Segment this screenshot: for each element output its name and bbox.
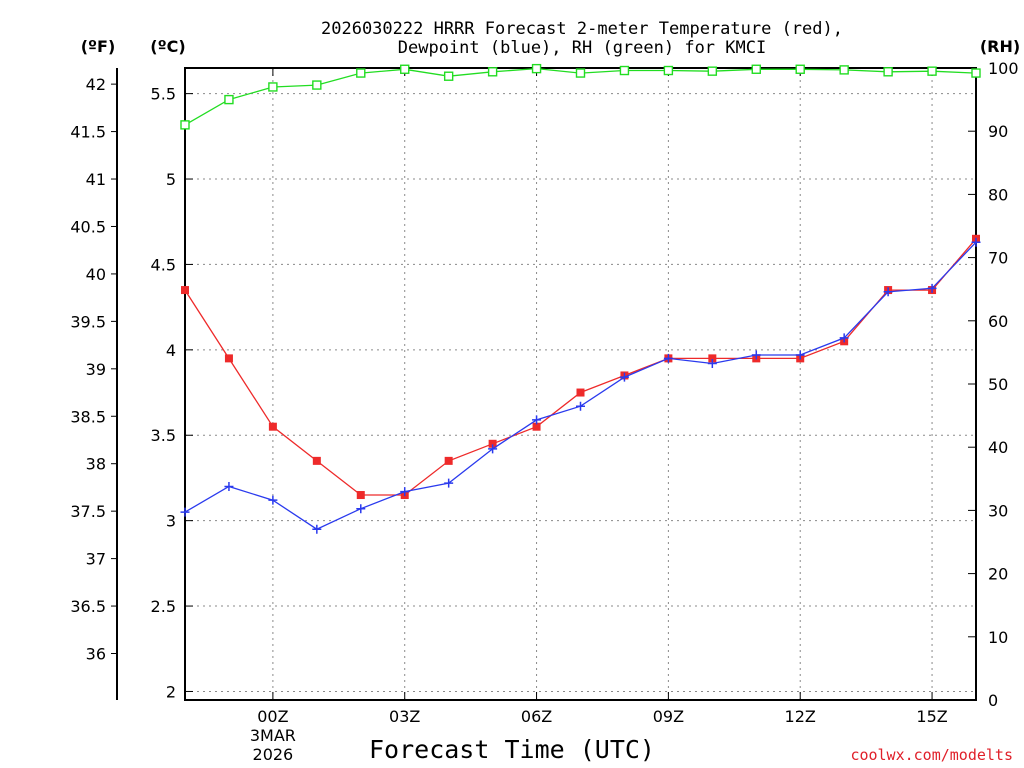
temperature-point xyxy=(488,439,497,448)
dewpoint-point xyxy=(971,237,981,247)
temperature-point xyxy=(444,456,453,465)
fahrenheit-axis-unit: (ºF) xyxy=(81,37,116,56)
x-tick-label: 12Z xyxy=(785,707,816,726)
rh-point xyxy=(663,65,674,76)
celsius-tick-label: 2 xyxy=(166,682,176,701)
temperature-point xyxy=(576,388,585,397)
dewpoint-point xyxy=(576,401,585,411)
fahrenheit-tick-label: 40 xyxy=(86,265,106,284)
dewpoint-point xyxy=(663,353,673,363)
rh-axis-unit: (RH) xyxy=(980,37,1020,56)
fahrenheit-tick-label: 38.5 xyxy=(70,407,106,426)
dewpoint-point xyxy=(312,524,322,534)
rh-tick-label: 10 xyxy=(988,628,1008,647)
dewpoint-point xyxy=(795,350,805,360)
celsius-tick-label: 5 xyxy=(166,170,176,189)
rh-point xyxy=(312,80,322,90)
chart-title-line1: 2026030222 HRRR Forecast 2-meter Tempera… xyxy=(321,19,843,39)
x-tick-label: 15Z xyxy=(916,707,947,726)
rh-point xyxy=(839,65,849,75)
rh-tick-label: 90 xyxy=(988,122,1008,141)
rh-tick-label: 30 xyxy=(988,501,1008,520)
fahrenheit-tick-label: 37.5 xyxy=(70,502,106,521)
fahrenheit-tick-label: 39 xyxy=(86,360,106,379)
rh-tick-label: 70 xyxy=(988,249,1008,268)
rh-point xyxy=(443,71,454,81)
fahrenheit-tick-label: 38 xyxy=(86,455,106,474)
temperature-point xyxy=(708,354,717,363)
rh-tick-label: 0 xyxy=(988,691,998,710)
x-tick-year-label: 2026 xyxy=(253,745,294,764)
dewpoint-point xyxy=(400,487,410,497)
dewpoint-point xyxy=(224,481,234,491)
fahrenheit-tick-label: 41.5 xyxy=(70,123,106,142)
rh-point xyxy=(751,64,761,74)
temperature-point xyxy=(181,286,189,295)
rh-point xyxy=(268,82,278,92)
rh-tick-label: 80 xyxy=(988,185,1008,204)
temperature-point xyxy=(356,491,365,500)
x-tick-label: 00Z xyxy=(257,707,288,726)
dewpoint-point xyxy=(444,478,454,488)
rh-point xyxy=(400,64,410,74)
rh-tick-label: 100 xyxy=(988,59,1019,78)
rh-point xyxy=(619,65,630,76)
x-tick-date-label: 3MAR xyxy=(250,726,296,745)
rh-point xyxy=(575,68,586,78)
fahrenheit-tick-label: 36.5 xyxy=(70,597,106,616)
rh-point xyxy=(707,66,718,76)
temperature-point xyxy=(224,354,233,363)
fahrenheit-tick-label: 42 xyxy=(86,75,106,94)
x-tick-label: 03Z xyxy=(389,707,420,726)
x-tick-label: 09Z xyxy=(653,707,684,726)
temperature-point xyxy=(268,422,277,431)
credit-text: coolwx.com/modelts xyxy=(850,746,1013,764)
rh-tick-label: 40 xyxy=(988,438,1008,457)
x-tick-label: 06Z xyxy=(521,707,552,726)
dewpoint-point xyxy=(268,495,278,505)
celsius-tick-label: 4.5 xyxy=(151,255,176,274)
celsius-tick-label: 3 xyxy=(166,512,176,531)
fahrenheit-tick-label: 36 xyxy=(86,645,106,664)
rh-point xyxy=(927,66,937,76)
fahrenheit-tick-label: 41 xyxy=(86,170,106,189)
rh-point xyxy=(224,94,234,105)
rh-point xyxy=(795,64,805,74)
rh-tick-label: 60 xyxy=(988,312,1008,331)
fahrenheit-tick-label: 40.5 xyxy=(70,217,106,236)
rh-point xyxy=(487,67,498,77)
celsius-tick-label: 2.5 xyxy=(151,597,176,616)
rh-point xyxy=(883,67,893,77)
temperature-point xyxy=(532,422,541,431)
chart-title-line2: Dewpoint (blue), RH (green) for KMCI xyxy=(398,38,766,58)
dewpoint-point xyxy=(707,359,717,369)
celsius-tick-label: 4 xyxy=(166,341,176,360)
rh-point xyxy=(531,63,542,74)
rh-tick-label: 20 xyxy=(988,565,1008,584)
temperature-point xyxy=(312,456,321,465)
dewpoint-point xyxy=(532,415,542,425)
dewpoint-point xyxy=(356,504,366,514)
dewpoint-point xyxy=(619,372,629,382)
celsius-tick-label: 3.5 xyxy=(151,426,176,445)
dewpoint-point xyxy=(488,444,498,454)
fahrenheit-tick-label: 37 xyxy=(86,550,106,569)
dewpoint-point xyxy=(883,287,893,297)
data-series xyxy=(180,63,981,534)
dewpoint-point xyxy=(751,350,761,360)
dewpoint-point xyxy=(927,283,937,293)
x-axis-title: Forecast Time (UTC) xyxy=(369,735,655,764)
celsius-tick-label: 5.5 xyxy=(151,85,176,104)
fahrenheit-tick-label: 39.5 xyxy=(70,312,106,331)
rh-point xyxy=(180,120,190,130)
dewpoint-point xyxy=(180,507,190,517)
rh-point xyxy=(356,68,366,78)
dewpoint-point xyxy=(839,333,849,343)
rh-tick-label: 50 xyxy=(988,375,1008,394)
celsius-axis-unit: (ºC) xyxy=(150,37,185,56)
rh-point xyxy=(971,68,981,78)
